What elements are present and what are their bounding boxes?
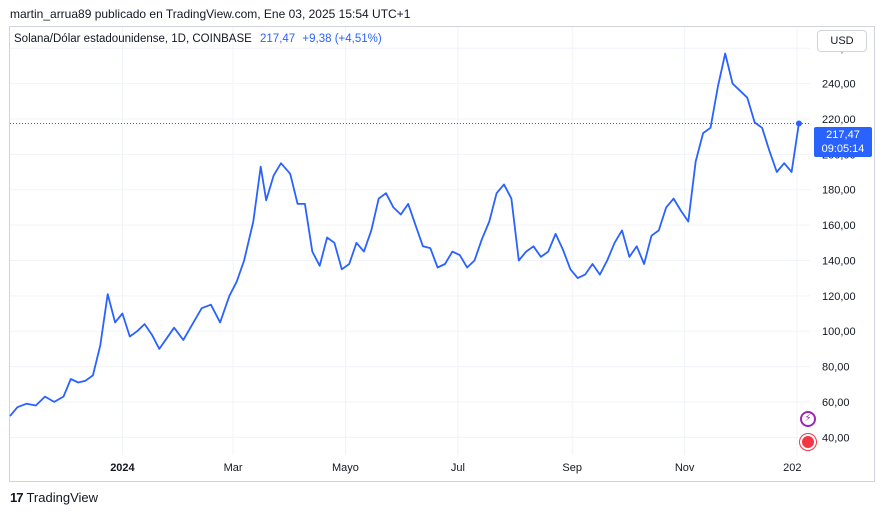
price-axis: 260,00240,00220,00200,00180,00160,00140,… [822,43,856,444]
y-tick-label: 140,00 [822,255,856,267]
last-price-dot [795,120,802,127]
x-tick-label: Mayo [332,462,359,474]
y-tick-label: 80,00 [822,362,850,374]
last-price-label: 217,47 09:05:14 [814,127,872,157]
symbol-title: Solana/Dólar estadounidense, 1D, COINBAS… [14,33,252,45]
tradingview-logo-icon: 17 [10,490,24,505]
x-tick-label: Sep [562,462,582,474]
x-tick-label: Mar [224,462,243,474]
time-axis: 2024 Mar Mayo Jul Sep Nov 202 [110,462,801,474]
price-series-line [9,52,800,417]
y-tick-label: 120,00 [822,291,856,303]
chart-grid [10,27,810,455]
symbol-legend: Solana/Dólar estadounidense, 1D, COINBAS… [14,33,382,45]
legend-price: 217,47 [260,33,296,45]
flag-event-icon[interactable] [800,434,816,450]
x-tick-label: Jul [451,462,465,474]
flash-event-icon[interactable]: ⚡ [800,411,816,427]
tradingview-brand-text: TradingView [26,490,99,505]
x-tick-label: 202 [783,462,801,474]
x-tick-label: 2024 [110,462,135,474]
legend-change: +9,38 (+4,51%) [302,33,382,45]
last-price-value: 217,47 [826,129,860,141]
y-tick-label: 100,00 [822,326,856,338]
y-tick-label: 240,00 [822,79,856,91]
publication-header: martin_arrua89 publicado en TradingView.… [10,7,411,21]
currency-button[interactable]: USD [817,30,867,52]
y-tick-label: 160,00 [822,220,856,232]
x-tick-label: Nov [675,462,695,474]
y-tick-label: 180,00 [822,185,856,197]
tradingview-footer[interactable]: 17 TradingView [10,490,98,505]
y-tick-label: 40,00 [822,432,850,444]
y-tick-label: 220,00 [822,114,856,126]
chart-frame[interactable] [9,26,875,482]
y-tick-label: 60,00 [822,397,850,409]
countdown-timer: 09:05:14 [821,143,865,155]
